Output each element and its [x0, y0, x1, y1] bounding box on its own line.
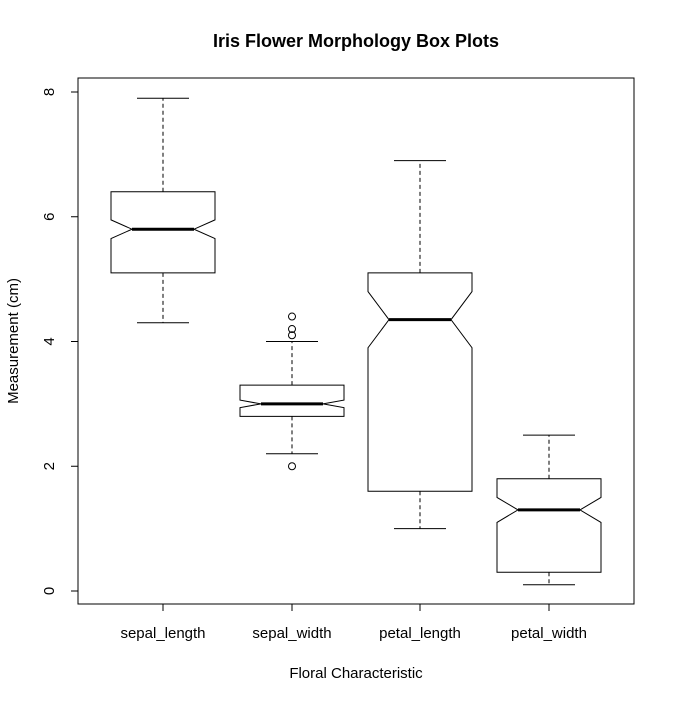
y-tick-label: 6	[41, 213, 58, 221]
x-tick-label: sepal_length	[120, 625, 205, 642]
plot-frame	[77, 77, 635, 605]
box-body	[367, 272, 473, 492]
chart-title: Iris Flower Morphology Box Plots	[213, 31, 499, 51]
boxes-layer	[110, 97, 602, 586]
box-body	[110, 191, 216, 274]
y-tick-label: 2	[41, 462, 58, 470]
box-petal_length	[367, 160, 473, 530]
box-body	[239, 384, 345, 417]
outlier-point	[288, 325, 296, 334]
outlier-point	[288, 312, 296, 321]
y-tick-label: 4	[41, 337, 58, 345]
outlier-point	[288, 462, 296, 471]
x-tick-label: petal_length	[379, 625, 461, 642]
x-axis-label: Floral Characteristic	[289, 665, 423, 682]
y-axis-label: Measurement (cm)	[5, 278, 22, 404]
y-axis: 0 2 4 6 8	[41, 88, 79, 595]
y-tick-label: 0	[41, 587, 58, 595]
box-sepal_length	[110, 97, 216, 324]
box-petal_width	[496, 434, 602, 586]
x-tick-label: sepal_width	[252, 625, 331, 642]
x-tick-label: petal_width	[511, 625, 587, 642]
box-sepal_width	[239, 312, 345, 471]
y-tick-label: 8	[41, 88, 58, 96]
outlier-point	[288, 331, 296, 340]
box-body	[496, 478, 602, 573]
x-axis: sepal_length sepal_width petal_length petal…	[120, 603, 587, 642]
